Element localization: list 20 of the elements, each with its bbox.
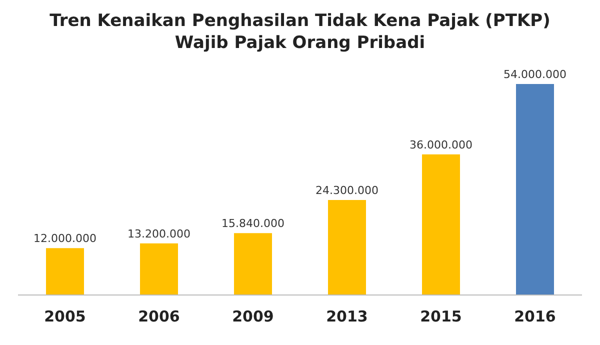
data-label: 54.000.000 — [504, 68, 566, 81]
bar — [516, 84, 554, 295]
data-label: 13.200.000 — [128, 227, 190, 240]
bar — [140, 243, 178, 295]
x-tick-label: 2013 — [326, 308, 368, 326]
x-tick-label: 2006 — [138, 308, 180, 326]
bar — [328, 200, 366, 295]
x-tick-label: 2016 — [514, 308, 556, 326]
data-label: 15.840.000 — [222, 217, 284, 230]
x-tick-label: 2005 — [44, 308, 86, 326]
bar — [422, 154, 460, 295]
data-label: 24.300.000 — [316, 184, 378, 198]
x-tick-label: 2009 — [232, 308, 274, 326]
x-tick-label: 2015 — [420, 308, 462, 326]
data-label: 12.000.000 — [34, 232, 96, 246]
data-label: 36.000.000 — [410, 138, 472, 152]
chart-title: Tren Kenaikan Penghasilan Tidak Kena Pajak (PTKP) — [48, 10, 552, 32]
chart-subtitle: Wajib Pajak Orang Pribadi — [174, 32, 426, 54]
bar — [234, 233, 272, 295]
bar — [46, 248, 84, 295]
